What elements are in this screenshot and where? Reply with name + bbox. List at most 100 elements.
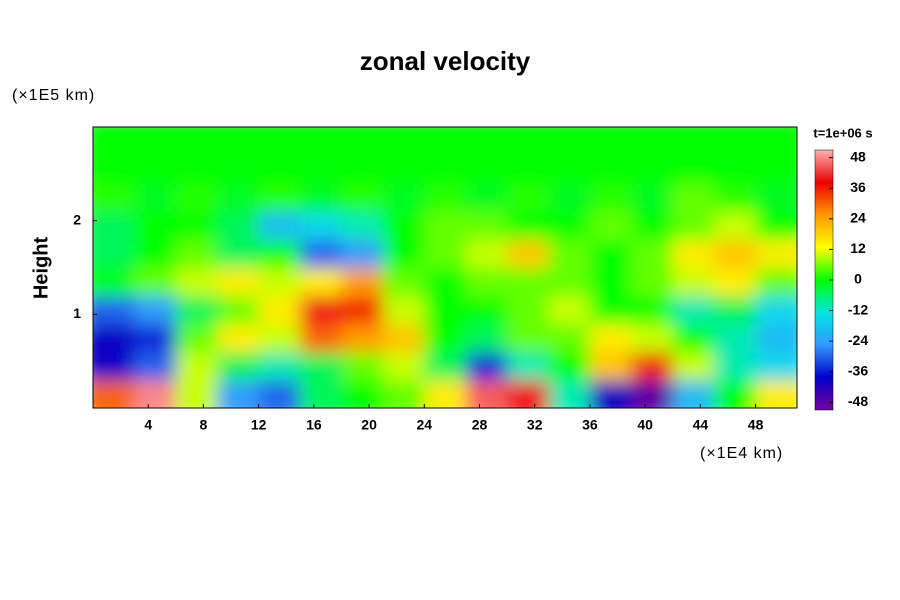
- plot-frame: [92, 126, 798, 409]
- cell: [589, 211, 632, 240]
- cell: [755, 183, 797, 212]
- cell: [382, 183, 425, 212]
- cell: [672, 267, 715, 297]
- cell: [175, 183, 218, 212]
- cell: [424, 323, 467, 353]
- cell: [134, 127, 177, 156]
- cell: [258, 323, 301, 353]
- cell: [631, 351, 674, 381]
- cell: [300, 127, 342, 156]
- cell: [217, 351, 260, 381]
- cell: [134, 351, 177, 381]
- colorbar-tick-label: 12: [850, 240, 866, 256]
- cell: [714, 379, 757, 408]
- cell: [93, 267, 135, 297]
- cell: [424, 351, 467, 381]
- cell: [93, 183, 135, 212]
- cell: [548, 155, 591, 184]
- cell: [300, 323, 342, 353]
- cell: [341, 295, 384, 325]
- cell: [382, 323, 425, 353]
- cell: [424, 127, 467, 156]
- cell: [424, 239, 467, 268]
- x-tick-label: 24: [417, 417, 433, 433]
- cell: [175, 211, 218, 240]
- cell: [134, 295, 177, 325]
- cell: [714, 155, 757, 184]
- x-tick-label: 32: [527, 417, 543, 433]
- y-axis-title: Height: [30, 237, 52, 300]
- cell: [631, 239, 674, 268]
- cell: [175, 267, 218, 297]
- cell: [548, 127, 591, 156]
- cell: [382, 211, 425, 240]
- cell: [382, 379, 425, 408]
- cell: [465, 239, 508, 268]
- cell: [465, 295, 508, 325]
- cell: [93, 155, 135, 184]
- cell: [672, 323, 715, 353]
- x-tick-label: 16: [306, 417, 322, 433]
- cell: [548, 295, 591, 325]
- cell: [465, 211, 508, 240]
- cell: [714, 239, 757, 268]
- cell: [507, 183, 550, 212]
- cell: [217, 211, 260, 240]
- colorbar-tick-label: 0: [854, 271, 862, 287]
- cell: [631, 127, 674, 156]
- cell: [382, 155, 425, 184]
- cell: [258, 211, 301, 240]
- cell: [300, 267, 342, 297]
- y-tick-label: 2: [73, 211, 81, 227]
- cell: [714, 295, 757, 325]
- cell: [134, 379, 177, 408]
- cell: [465, 323, 508, 353]
- cell: [465, 183, 508, 212]
- cell: [631, 267, 674, 297]
- cell: [258, 127, 301, 156]
- cell: [672, 295, 715, 325]
- colorbar-tick-label: 24: [850, 210, 866, 226]
- cell: [424, 183, 467, 212]
- cell: [258, 351, 301, 381]
- x-tick-label: 4: [144, 417, 152, 433]
- cell: [300, 239, 342, 268]
- colorbar-tick-label: -12: [848, 301, 868, 317]
- x-unit: (×1E4 km): [700, 445, 783, 462]
- cell: [217, 267, 260, 297]
- colorbar-title: t=1e+06 s: [813, 125, 872, 140]
- cell: [589, 351, 632, 381]
- cell: [93, 379, 135, 408]
- cell: [672, 127, 715, 156]
- cell: [175, 379, 218, 408]
- cell: [672, 351, 715, 381]
- cell: [258, 239, 301, 268]
- cell: [134, 183, 177, 212]
- colorbar-tick-label: -48: [848, 393, 868, 409]
- cell: [755, 267, 797, 297]
- cell: [465, 267, 508, 297]
- cell: [217, 155, 260, 184]
- cell: [548, 267, 591, 297]
- cell: [93, 351, 135, 381]
- cell: [589, 239, 632, 268]
- cell: [300, 351, 342, 381]
- cell: [589, 183, 632, 212]
- cell: [382, 267, 425, 297]
- cell: [382, 127, 425, 156]
- cell: [93, 127, 135, 156]
- cell: [175, 351, 218, 381]
- cell: [589, 155, 632, 184]
- cell: [755, 239, 797, 268]
- cell: [548, 239, 591, 268]
- cell: [631, 379, 674, 408]
- cell: [382, 239, 425, 268]
- colorbar-tick-label: -24: [848, 332, 868, 348]
- cell: [465, 127, 508, 156]
- cell: [134, 239, 177, 268]
- cell: [134, 267, 177, 297]
- cell: [672, 155, 715, 184]
- cell: [424, 295, 467, 325]
- cell: [465, 351, 508, 381]
